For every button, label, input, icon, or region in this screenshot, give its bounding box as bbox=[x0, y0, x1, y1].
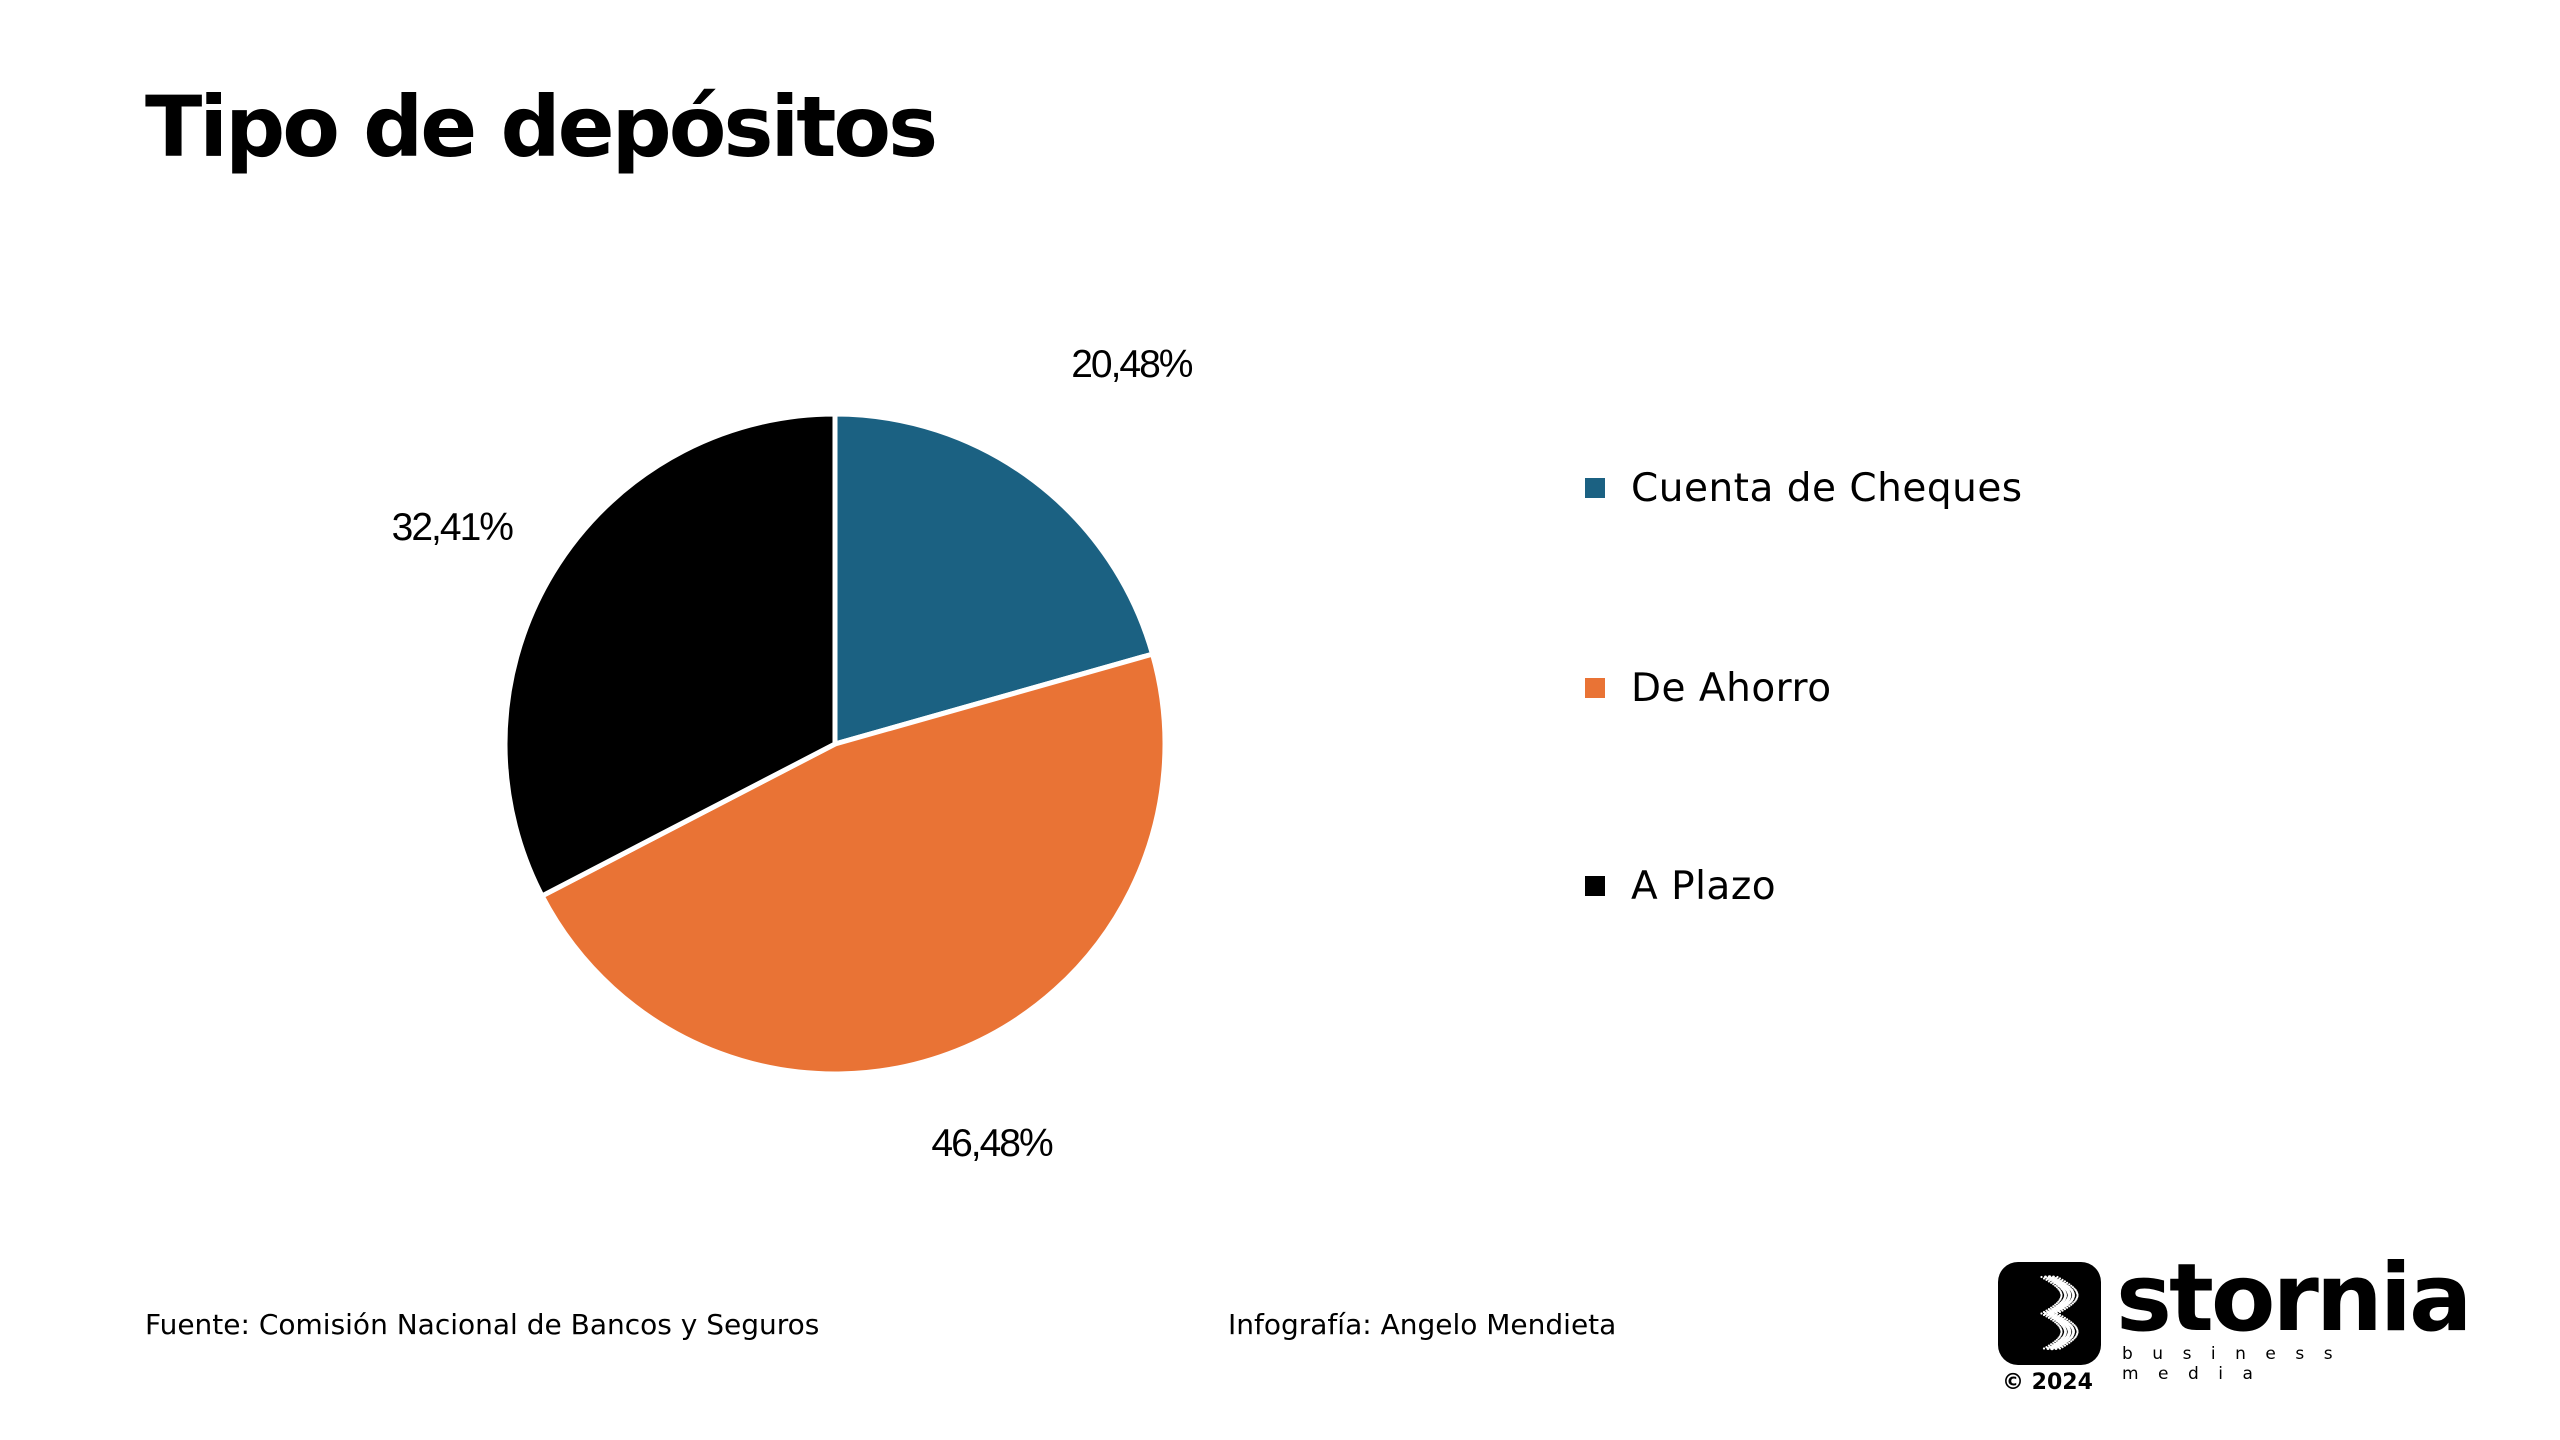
legend-item: Cuenta de Cheques bbox=[1585, 465, 2023, 511]
legend-label: Cuenta de Cheques bbox=[1631, 465, 2023, 511]
pie-slice-a-plazo bbox=[502, 411, 838, 899]
pie-slice-de-ahorro bbox=[539, 651, 1168, 1077]
logo-wordmark: stornia bbox=[2116, 1244, 2472, 1353]
legend-swatch bbox=[1585, 876, 1605, 896]
legend-item: A Plazo bbox=[1585, 863, 1777, 909]
legend-label: De Ahorro bbox=[1631, 665, 1832, 711]
legend-label: A Plazo bbox=[1631, 863, 1777, 909]
pie-slice-cuenta-de-cheques bbox=[832, 411, 1156, 747]
stornia-logo: stornia business media © 2024 bbox=[1998, 1244, 2472, 1402]
legend-swatch bbox=[1585, 678, 1605, 698]
legend-item: De Ahorro bbox=[1585, 665, 1832, 711]
credit-note: Infografía: Angelo Mendieta bbox=[1228, 1308, 1617, 1341]
dotted-s-icon bbox=[1998, 1262, 2101, 1365]
data-label: 20,48% bbox=[1071, 343, 1193, 387]
data-label: 32,41% bbox=[391, 506, 514, 550]
chart-title: Tipo de depósitos bbox=[145, 78, 938, 176]
source-note: Fuente: Comisión Nacional de Bancos y Se… bbox=[145, 1308, 820, 1341]
data-label: 46,48% bbox=[931, 1122, 1053, 1166]
copyright-year: © 2024 bbox=[2002, 1370, 2093, 1395]
legend-swatch bbox=[1585, 478, 1605, 498]
logo-tagline: business media bbox=[2122, 1344, 2353, 1384]
